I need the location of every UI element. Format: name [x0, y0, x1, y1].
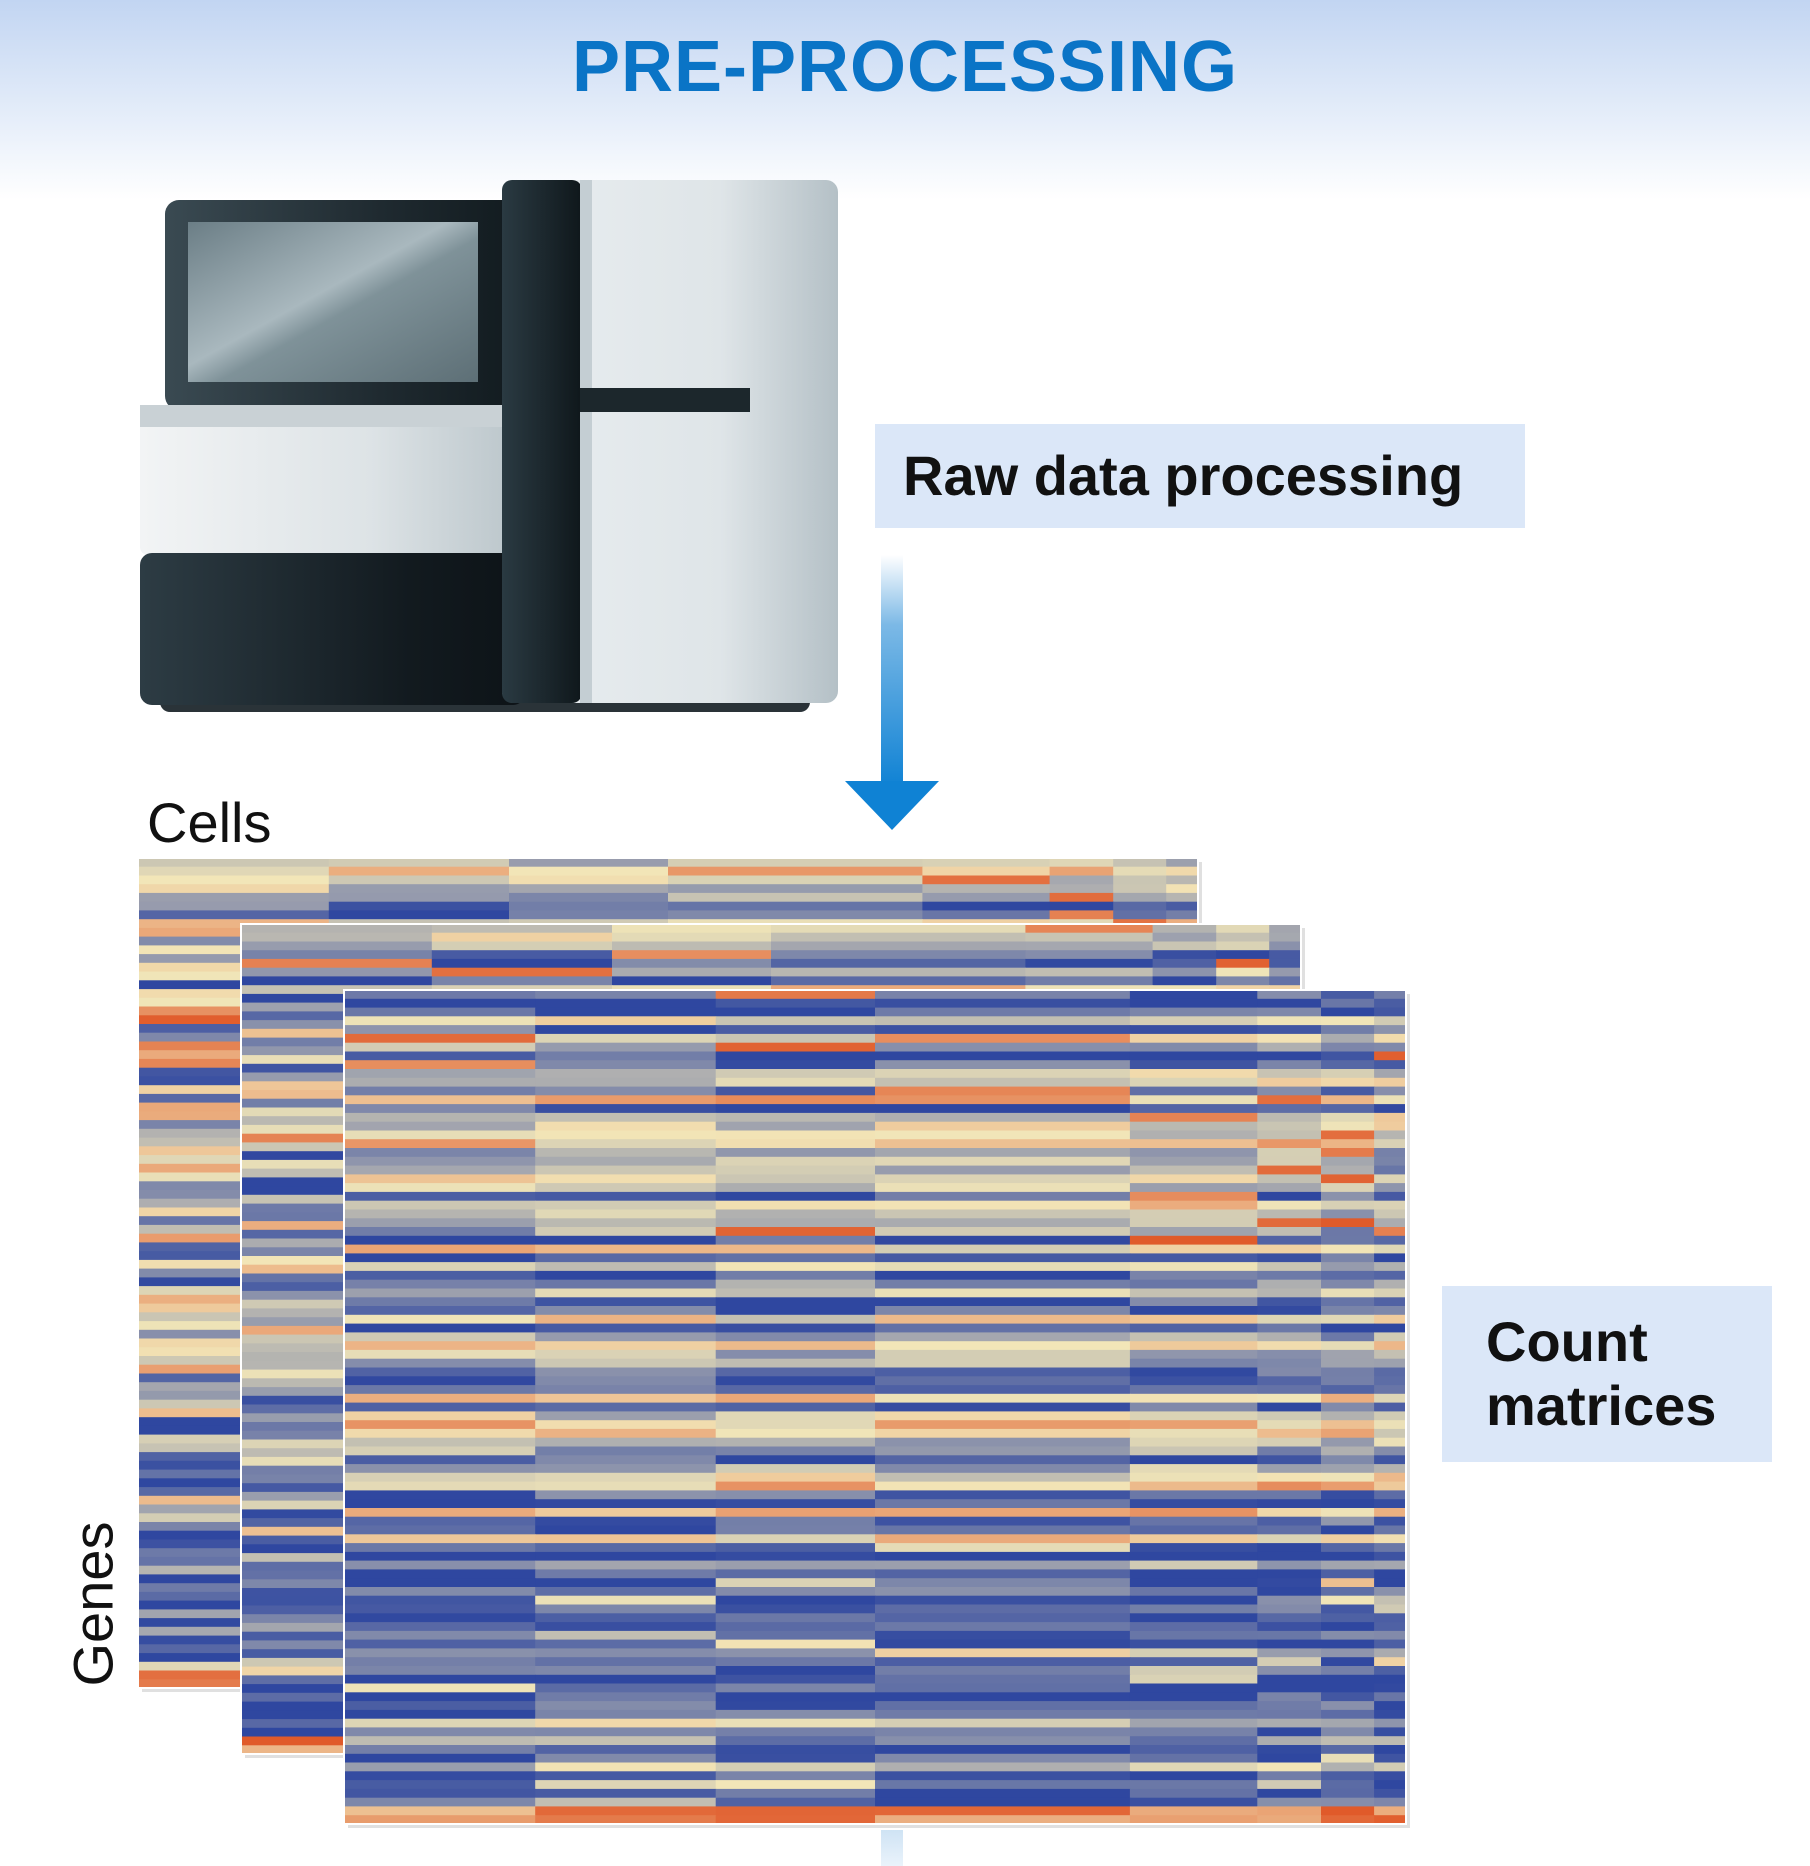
- sequencer-machine-icon: [140, 180, 838, 712]
- header-band: [0, 0, 1810, 200]
- down-arrow-icon: [845, 555, 939, 830]
- count-matrices-label-line2: matrices: [1486, 1374, 1717, 1437]
- count-matrix-3: [343, 989, 1410, 1828]
- cells-axis-label: Cells: [147, 791, 272, 854]
- page-title: PRE-PROCESSING: [571, 27, 1239, 107]
- raw-data-processing-label: Raw data processing: [875, 424, 1525, 528]
- count-matrices-label-line1: Count: [1486, 1310, 1648, 1373]
- count-matrices-label: Count matrices: [1442, 1286, 1772, 1462]
